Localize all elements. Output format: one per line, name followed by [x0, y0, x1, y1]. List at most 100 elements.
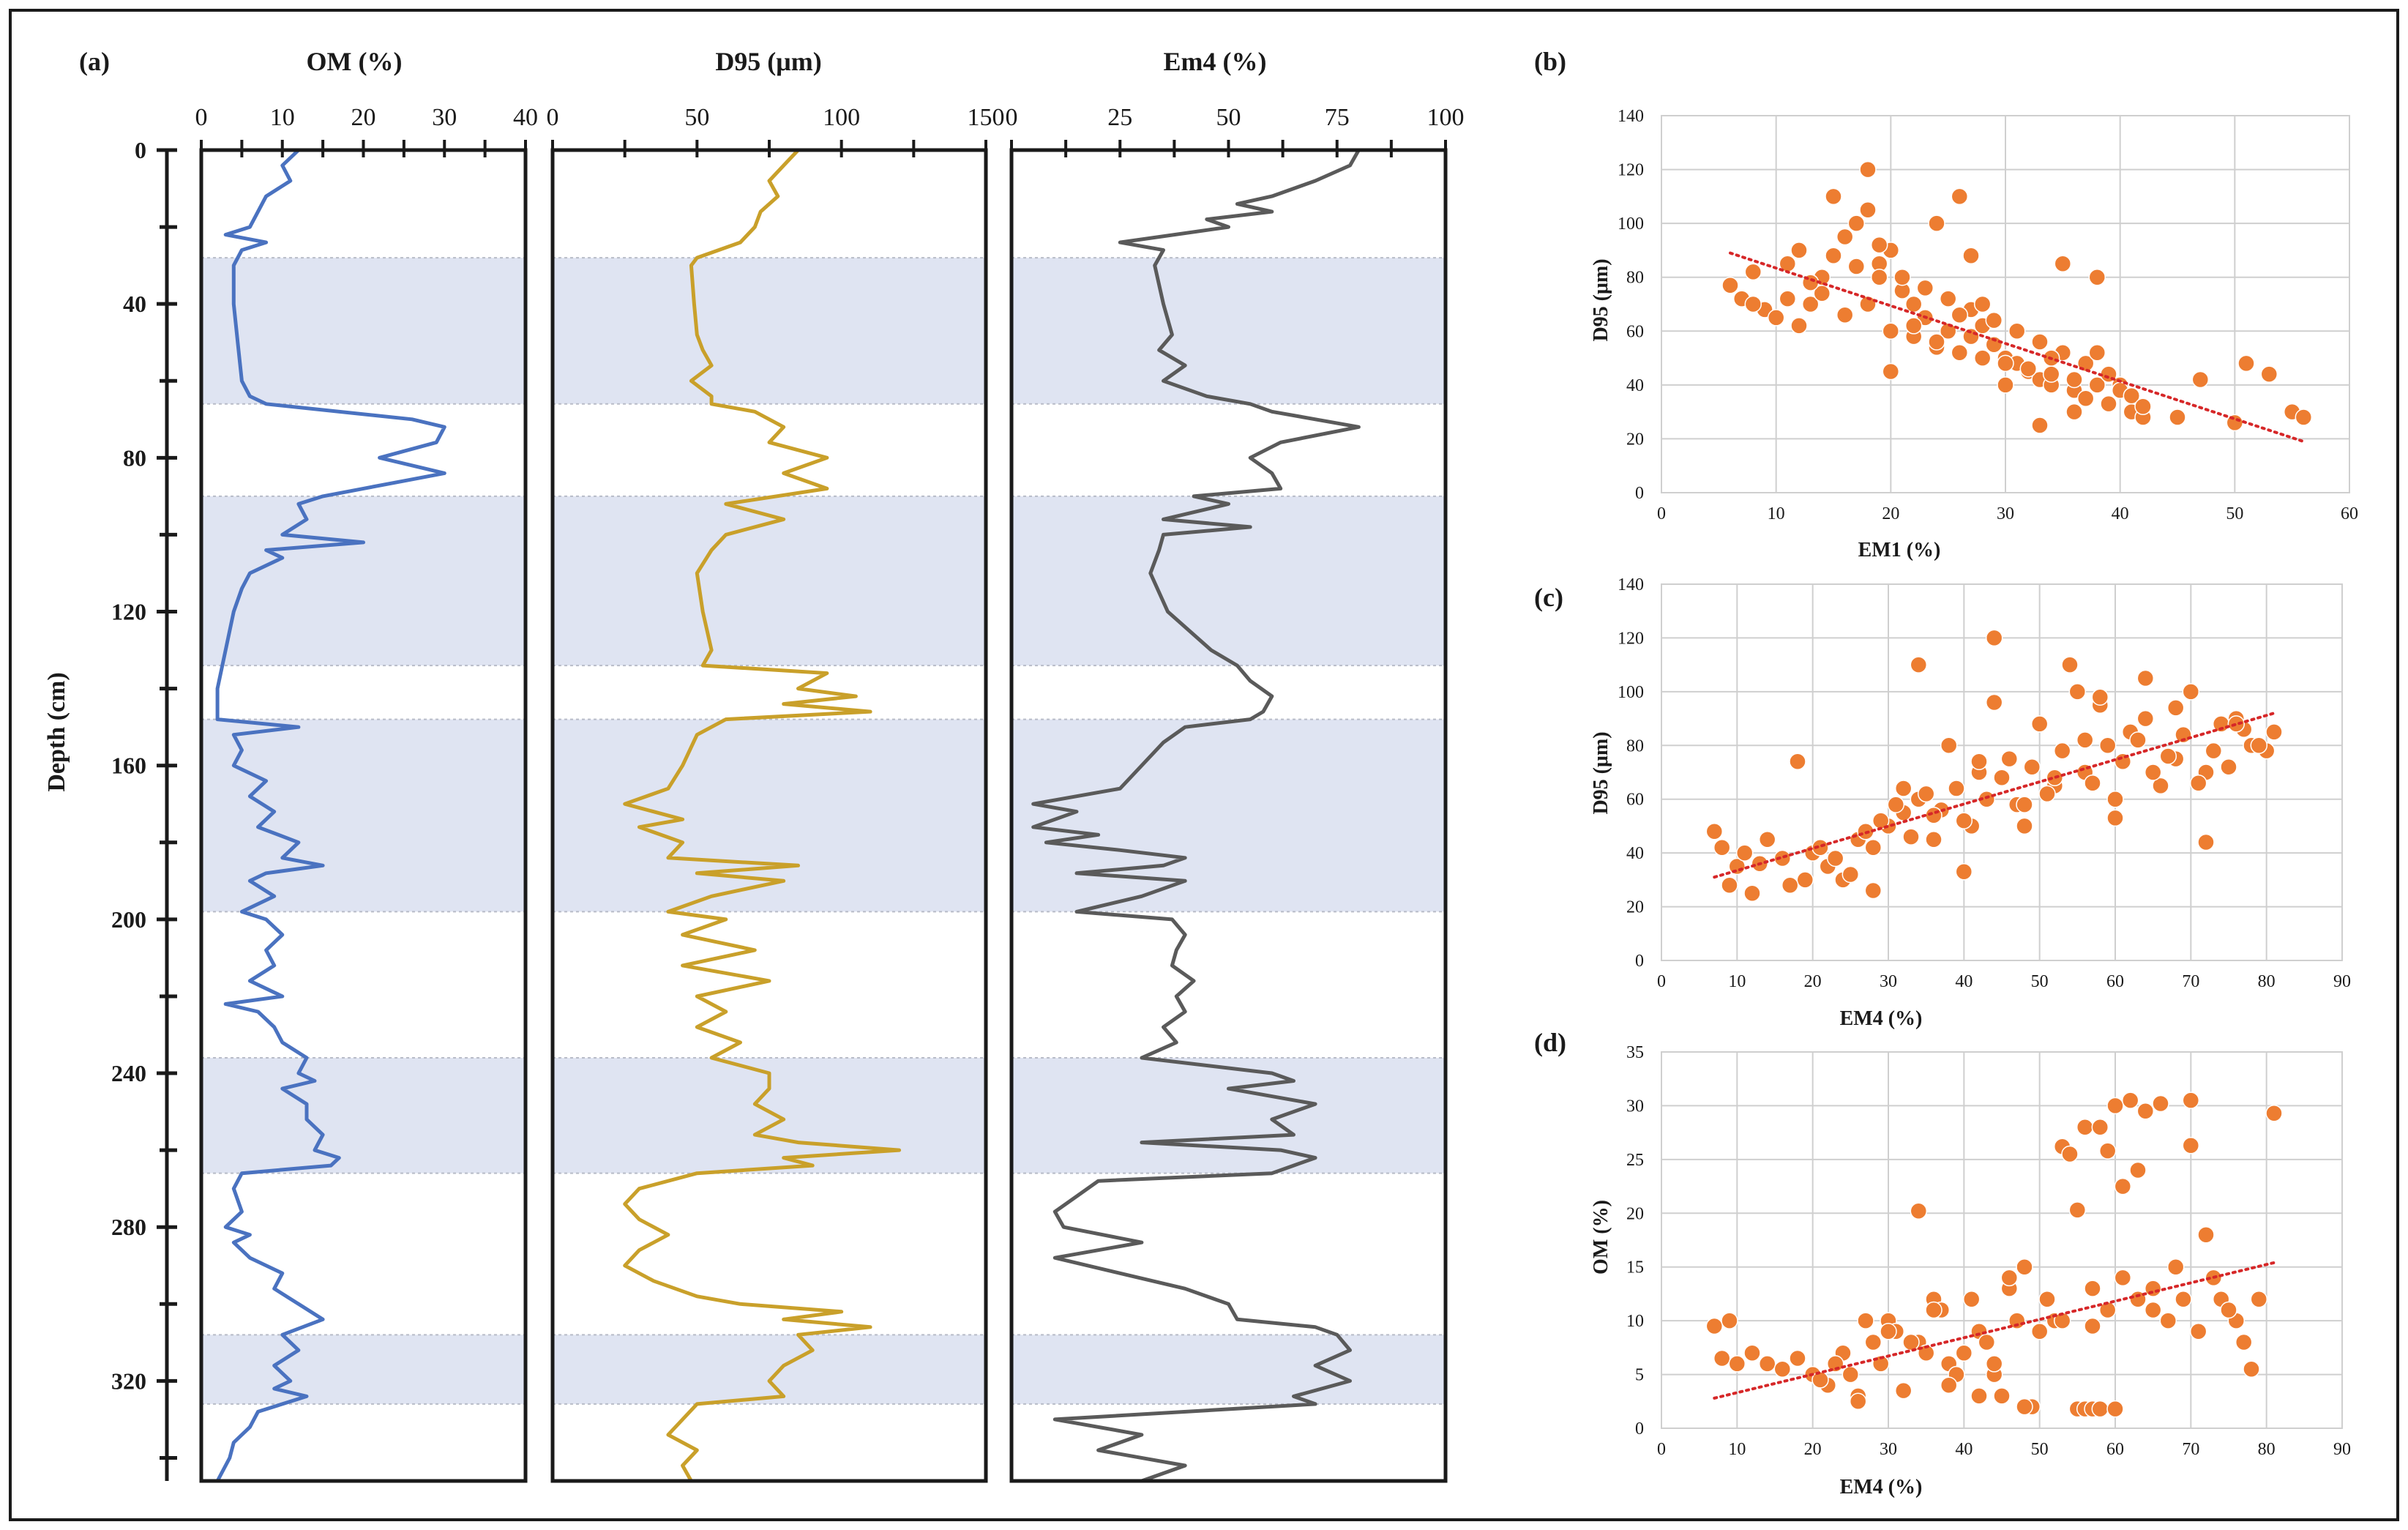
scatter-c-ylabel: D95 (μm) — [1590, 731, 1612, 814]
d95-profile-line — [623, 149, 902, 1482]
scatter-d-xtick-label: 90 — [2333, 1440, 2351, 1459]
scatter-c-point — [1789, 753, 1806, 771]
scatter-c-point — [1985, 629, 2003, 647]
scatter-c-point — [1758, 831, 1776, 848]
em4-shaded-band — [1012, 258, 1446, 404]
scatter-b-point — [1904, 317, 1923, 335]
scatter-d-point — [1925, 1301, 1943, 1319]
scatter-c-point — [1796, 871, 1814, 889]
scatter-d-point — [2182, 1137, 2200, 1154]
om-tick-label: 40 — [513, 104, 538, 131]
scatter-d-point — [1841, 1365, 1860, 1384]
scatter-c-point — [2016, 817, 2033, 835]
scatter-c-ytick-label: 140 — [1618, 575, 1644, 594]
scatter-d-point — [2144, 1280, 2162, 1297]
scatter-c-point — [2250, 736, 2268, 755]
scatter-d-point — [2250, 1291, 2268, 1308]
scatter-b-point — [1825, 187, 1842, 206]
scatter-c-xtick-label: 80 — [2258, 972, 2276, 991]
d95-shaded-band — [553, 1335, 986, 1404]
scatter-d-point — [2068, 1201, 2087, 1219]
scatter-b-point — [2076, 389, 2095, 408]
scatter-d-point — [2235, 1333, 2253, 1351]
scatter-b-point — [1870, 236, 1888, 254]
scatter-c-xtick-label: 60 — [2106, 972, 2124, 991]
scatter-c-point — [1773, 849, 1792, 867]
scatter-c-point — [2166, 699, 2185, 717]
scatter-c-ytick-label: 80 — [1626, 736, 1644, 755]
scatter-d-point — [1789, 1349, 1806, 1367]
scatter-b-point — [2123, 387, 2141, 405]
scatter-d-point — [2159, 1312, 2177, 1329]
scatter-b-ytick-label: 100 — [1618, 214, 1644, 234]
scatter-b-xtick-label: 50 — [2226, 504, 2243, 523]
scatter-d-point — [1849, 1392, 1867, 1411]
scatter-c-point — [1735, 844, 1754, 862]
scatter-b-point — [1836, 228, 1854, 246]
em4-shaded-band — [1012, 1335, 1446, 1404]
scatter-c-point — [1993, 769, 2011, 787]
scatter-c-point — [1721, 876, 1738, 894]
scatter-b-point — [1882, 322, 1900, 340]
scatter-b-point — [1859, 201, 1877, 219]
scatter-c-point — [1826, 849, 1844, 867]
scatter-c-point — [1925, 806, 1943, 824]
scatter-c-ytick-label: 60 — [1626, 791, 1644, 810]
scatter-c-ytick-label: 20 — [1626, 898, 1644, 917]
scatter-c-point — [2084, 774, 2101, 792]
scatter-d-ytick-label: 35 — [1626, 1043, 1644, 1062]
depth-tick-label: 120 — [111, 599, 146, 625]
om-profile-line — [215, 149, 446, 1482]
scatter-c-point — [2144, 764, 2162, 781]
em4-panel-title: Em4 (%) — [1164, 47, 1267, 76]
scatter-b-point — [1836, 306, 1854, 324]
scatter-b-xtick-label: 40 — [2112, 504, 2129, 523]
scatter-b-point — [1801, 295, 1820, 313]
scatter-b-point — [2295, 408, 2313, 426]
scatter-b-xtick-label: 10 — [1768, 504, 1785, 523]
scatter-c-ytick-label: 40 — [1626, 844, 1644, 863]
om-panel-title: OM (%) — [307, 47, 403, 76]
scatter-b-point — [2065, 403, 2083, 421]
scatter-d-point — [2166, 1258, 2185, 1276]
scatter-b-ytick-label: 120 — [1618, 161, 1644, 180]
scatter-c-point — [2106, 809, 2124, 827]
scatter-d-point — [1773, 1360, 1792, 1378]
depth-tick-label: 40 — [123, 291, 146, 317]
scatter-c-xtick-label: 90 — [2333, 972, 2351, 991]
scatter-b-ytick-label: 80 — [1626, 269, 1644, 288]
scatter-b-point — [1951, 343, 1969, 362]
scatter-b-point — [2008, 322, 2026, 340]
scatter-c-point — [1948, 780, 1965, 797]
scatter-c-point — [2000, 750, 2019, 768]
scatter-b-xtick-label: 30 — [1997, 504, 2014, 523]
scatter-d-point — [2061, 1145, 2079, 1163]
scatter-b-point — [1951, 187, 1969, 206]
scatter-c-point — [2038, 785, 2056, 803]
scatter-c-point — [1917, 785, 1935, 803]
scatter-b-point — [2226, 414, 2244, 432]
scatter-d-point — [1743, 1344, 1761, 1362]
scatter-d-point — [1864, 1333, 1882, 1351]
scatter-c-xtick-label: 70 — [2182, 972, 2199, 991]
scatter-b-point — [1928, 214, 1945, 232]
scatter-d-point — [2182, 1091, 2200, 1109]
em4-shaded-band — [1012, 1058, 1446, 1173]
scatter-d-xtick-label: 40 — [1955, 1440, 1973, 1459]
scatter-b-ytick-label: 20 — [1626, 430, 1644, 449]
scatter-c-point — [1887, 796, 1905, 813]
scatter-d-point — [1902, 1333, 1920, 1351]
scatter-c-point — [1705, 823, 1724, 840]
scatter-c-point — [2076, 731, 2094, 749]
scatter-b-point — [1767, 309, 1785, 326]
scatter-c-point — [1841, 865, 1860, 884]
scatter-d-point — [1940, 1376, 1958, 1395]
scatter-c-point — [2189, 774, 2207, 792]
scatter-c-point — [1970, 753, 1988, 771]
scatter-d-point — [2189, 1323, 2207, 1340]
depth-axis-label: Depth (cm) — [43, 672, 70, 791]
scatter-c-point — [2205, 742, 2223, 760]
scatter-b-ytick-label: 40 — [1626, 376, 1644, 395]
depth-tick-label: 0 — [135, 137, 146, 163]
